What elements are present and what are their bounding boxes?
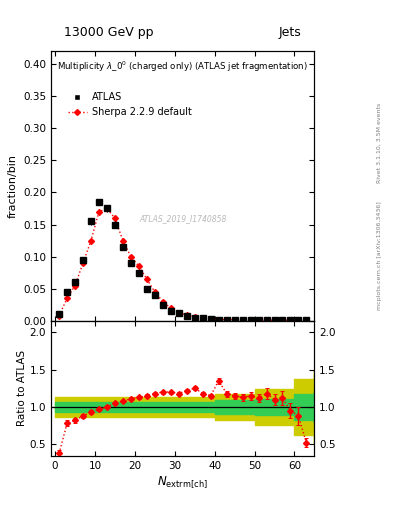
Sherpa 2.2.9 default [288, 317, 293, 323]
Sherpa 2.2.9 default [160, 298, 165, 305]
Sherpa 2.2.9 default [184, 312, 189, 318]
Sherpa 2.2.9 default [57, 313, 61, 319]
Sherpa 2.2.9 default [89, 238, 94, 244]
Sherpa 2.2.9 default [248, 317, 253, 323]
Sherpa 2.2.9 default [232, 316, 237, 323]
Text: 13000 GeV pp: 13000 GeV pp [64, 26, 154, 39]
Sherpa 2.2.9 default [216, 316, 221, 323]
Text: mcplots.cern.ch [arXiv:1306.3436]: mcplots.cern.ch [arXiv:1306.3436] [377, 202, 382, 310]
Sherpa 2.2.9 default [121, 238, 125, 244]
Sherpa 2.2.9 default [256, 317, 261, 323]
Sherpa 2.2.9 default [208, 316, 213, 322]
Y-axis label: fraction/bin: fraction/bin [7, 154, 18, 218]
Y-axis label: Ratio to ATLAS: Ratio to ATLAS [17, 350, 27, 426]
Sherpa 2.2.9 default [81, 260, 85, 266]
Sherpa 2.2.9 default [304, 317, 309, 324]
Text: Multiplicity $\lambda\_0^0$ (charged only) (ATLAS jet fragmentation): Multiplicity $\lambda\_0^0$ (charged onl… [57, 59, 308, 74]
Text: Rivet 3.1.10, 3.5M events: Rivet 3.1.10, 3.5M events [377, 103, 382, 183]
Sherpa 2.2.9 default [240, 317, 245, 323]
Sherpa 2.2.9 default [200, 315, 205, 322]
Legend: ATLAS, Sherpa 2.2.9 default: ATLAS, Sherpa 2.2.9 default [64, 89, 196, 121]
Sherpa 2.2.9 default [264, 317, 269, 323]
Sherpa 2.2.9 default [136, 263, 141, 269]
Text: ATLAS_2019_I1740858: ATLAS_2019_I1740858 [139, 214, 226, 223]
Sherpa 2.2.9 default [65, 295, 70, 302]
Sherpa 2.2.9 default [112, 215, 117, 221]
Sherpa 2.2.9 default [73, 283, 77, 289]
Line: Sherpa 2.2.9 default: Sherpa 2.2.9 default [57, 206, 309, 323]
Sherpa 2.2.9 default [280, 317, 285, 323]
Text: Jets: Jets [279, 26, 301, 39]
Sherpa 2.2.9 default [224, 316, 229, 323]
Sherpa 2.2.9 default [192, 314, 197, 320]
Sherpa 2.2.9 default [152, 289, 157, 295]
Sherpa 2.2.9 default [97, 208, 101, 215]
Sherpa 2.2.9 default [176, 309, 181, 315]
Sherpa 2.2.9 default [272, 317, 277, 323]
Sherpa 2.2.9 default [169, 305, 173, 311]
Sherpa 2.2.9 default [105, 205, 109, 211]
Sherpa 2.2.9 default [145, 276, 149, 282]
Sherpa 2.2.9 default [296, 317, 301, 324]
X-axis label: $N_{\rm extrm[ch]}$: $N_{\rm extrm[ch]}$ [157, 475, 208, 491]
Sherpa 2.2.9 default [129, 253, 133, 260]
